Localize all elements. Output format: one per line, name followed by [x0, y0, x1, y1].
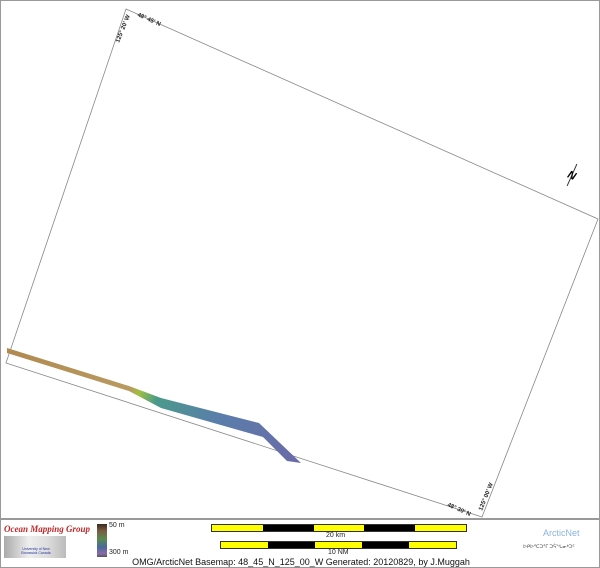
- legend-panel: Ocean Mapping Group University of New Br…: [0, 519, 600, 568]
- scale-bar-nm: [220, 541, 457, 549]
- omg-logo: [4, 536, 66, 558]
- omg-subtitle: University of New Brunswick Canada: [21, 547, 51, 555]
- map-panel[interactable]: 48° 45' N 125° 20' W 48° 30' N 125° 00' …: [0, 0, 600, 519]
- depth-max-label: 300 m: [109, 549, 129, 556]
- map-footer: OMG/ArcticNet Basemap: 48_45_N_125_00_W …: [132, 557, 470, 567]
- scale-km-label: 20 km: [326, 532, 346, 539]
- left-lon-label: 125° 20' W: [115, 14, 132, 44]
- depth-colorbar: [97, 524, 107, 557]
- map-canvas[interactable]: 48° 45' N 125° 20' W 48° 30' N 125° 00' …: [1, 1, 600, 520]
- scale-nm-label: 10 NM: [328, 549, 349, 556]
- north-arrow-icon: N: [565, 163, 579, 187]
- bathymetry-track[interactable]: [7, 348, 301, 463]
- right-lon-label: 125° 00' W: [478, 482, 495, 512]
- depth-min-label: 50 m: [109, 522, 125, 529]
- arcticnet-inuktitut: ᐅᑭᐅᕐᑕᑐᕐᒥ ᑐᕌᖓᓂᒃᑐᑦ: [523, 544, 575, 550]
- arcticnet-logo: ArcticNet: [543, 528, 580, 538]
- bottom-lat-label: 48° 30' N: [446, 502, 471, 518]
- top-lat-label: 48° 45' N: [136, 12, 161, 28]
- map-frame: [5, 8, 599, 518]
- scale-bar-km: [211, 524, 467, 532]
- north-arrow-label: N: [565, 169, 578, 184]
- omg-title: Ocean Mapping Group: [4, 524, 91, 534]
